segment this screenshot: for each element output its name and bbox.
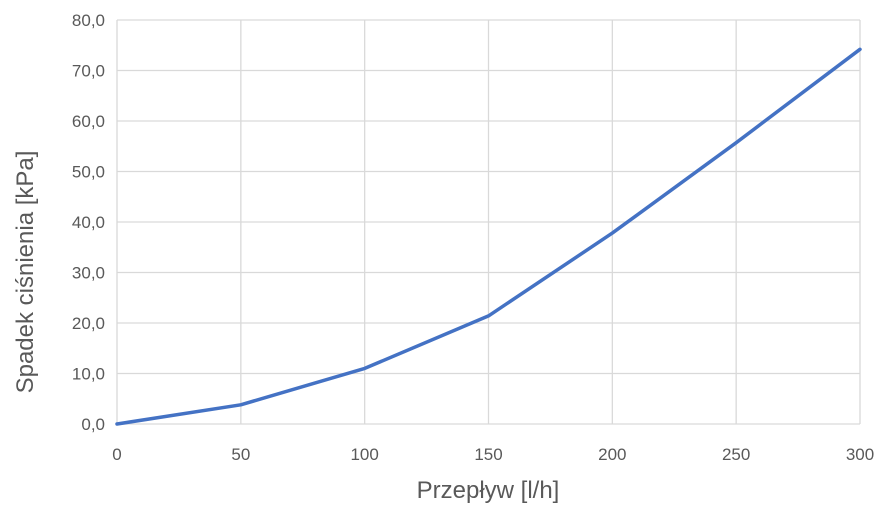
y-tick-label: 30,0 <box>72 264 105 283</box>
x-axis-ticks: 0 50 100 150 200 250 300 <box>112 445 874 464</box>
x-axis-title: Przepływ [l/h] <box>417 477 560 504</box>
y-tick-label: 40,0 <box>72 213 105 232</box>
y-tick-label: 0,0 <box>81 415 105 434</box>
x-tick-label: 200 <box>598 445 626 464</box>
x-tick-label: 100 <box>350 445 378 464</box>
y-tick-label: 50,0 <box>72 163 105 182</box>
x-tick-label: 250 <box>722 445 750 464</box>
series-line <box>115 47 862 426</box>
y-tick-label: 80,0 <box>72 11 105 30</box>
y-axis-ticks: 0,0 10,0 20,0 30,0 40,0 50,0 60,0 70,0 80,0 <box>72 11 105 434</box>
y-tick-label: 20,0 <box>72 314 105 333</box>
series-group <box>115 47 862 426</box>
x-tick-label: 150 <box>474 445 502 464</box>
grid-lines <box>116 19 861 425</box>
y-axis-title: Spadek ciśnienia [kPa] <box>12 151 39 394</box>
y-tick-label: 10,0 <box>72 365 105 384</box>
x-tick-label: 0 <box>112 445 121 464</box>
x-tick-label: 300 <box>846 445 874 464</box>
y-tick-label: 70,0 <box>72 62 105 81</box>
y-tick-label: 60,0 <box>72 112 105 131</box>
x-tick-label: 50 <box>231 445 250 464</box>
